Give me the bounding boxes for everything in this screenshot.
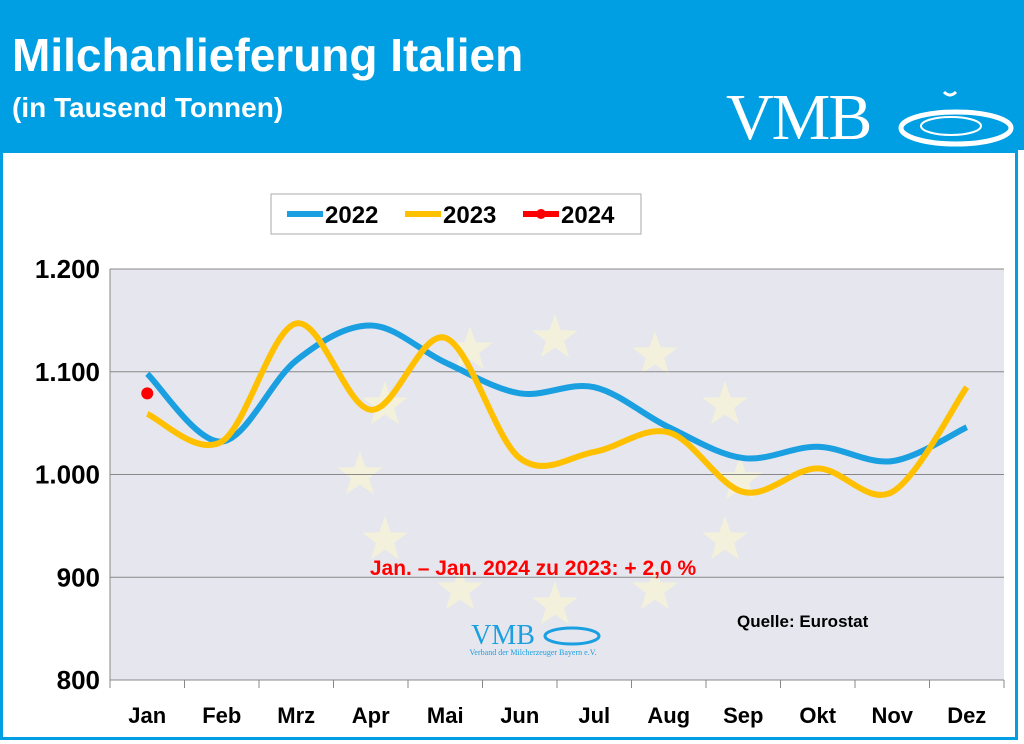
eu-star-icon <box>437 566 483 610</box>
x-tick-label: Okt <box>799 703 836 728</box>
y-tick-label: 1.200 <box>35 254 100 284</box>
x-tick-label: Aug <box>647 703 690 728</box>
eu-star-icon <box>702 381 748 425</box>
logo-swirl-icon <box>898 90 1014 147</box>
watermark-logo-swirl-icon <box>543 626 601 646</box>
series-line-2023 <box>145 320 970 498</box>
watermark-logo-subtext: Verband der Milcherzeuger Bayern e.V. <box>470 648 597 657</box>
y-tick-label: 1.100 <box>35 357 100 387</box>
eu-star-icon <box>447 326 493 370</box>
legend-marker-2024 <box>536 209 546 219</box>
eu-star-icon <box>717 456 763 500</box>
legend-box <box>270 193 642 235</box>
eu-star-icon <box>632 566 678 610</box>
eu-star-icon <box>337 451 383 495</box>
x-tick-label: Jul <box>578 703 610 728</box>
header-banner: Milchanlieferung Italien (in Tausend Ton… <box>0 0 1024 154</box>
x-tick-label: Feb <box>202 703 241 728</box>
vmb-logo: VMB <box>726 81 1016 154</box>
logo-text: VMB <box>726 81 872 154</box>
legend-label-2022: 2022 <box>325 202 378 229</box>
x-tick-label: Jun <box>500 703 539 728</box>
legend-label-2024: 2024 <box>561 202 615 229</box>
chart-frame <box>0 150 1018 740</box>
eu-star-icon <box>632 331 678 375</box>
y-tick-label: 1.000 <box>35 460 100 490</box>
x-tick-label: Sep <box>723 703 763 728</box>
watermark-logo-text: VMB <box>471 620 535 651</box>
page-subtitle: (in Tausend Tonnen) <box>12 92 284 123</box>
page-title: Milchanlieferung Italien <box>12 29 524 81</box>
x-tick-label: Nov <box>871 703 913 728</box>
eu-star-icon <box>532 314 578 358</box>
series-point-2024 <box>141 387 154 400</box>
x-tick-label: Mai <box>427 703 464 728</box>
eu-star-icon <box>532 581 578 625</box>
eu-star-icon <box>362 516 408 560</box>
y-tick-label: 900 <box>57 562 100 592</box>
x-tick-label: Jan <box>128 703 166 728</box>
x-tick-label: Mrz <box>277 703 315 728</box>
eu-star-icon <box>702 516 748 560</box>
legend-label-2023: 2023 <box>443 202 496 229</box>
series-line-2022 <box>145 322 969 465</box>
y-tick-label: 800 <box>57 665 100 695</box>
annotation: Jan. – Jan. 2024 zu 2023: + 2,0 % <box>370 557 697 580</box>
source-note: Quelle: Eurostat <box>737 612 869 631</box>
x-tick-label: Apr <box>352 703 390 728</box>
x-tick-label: Dez <box>947 703 986 728</box>
